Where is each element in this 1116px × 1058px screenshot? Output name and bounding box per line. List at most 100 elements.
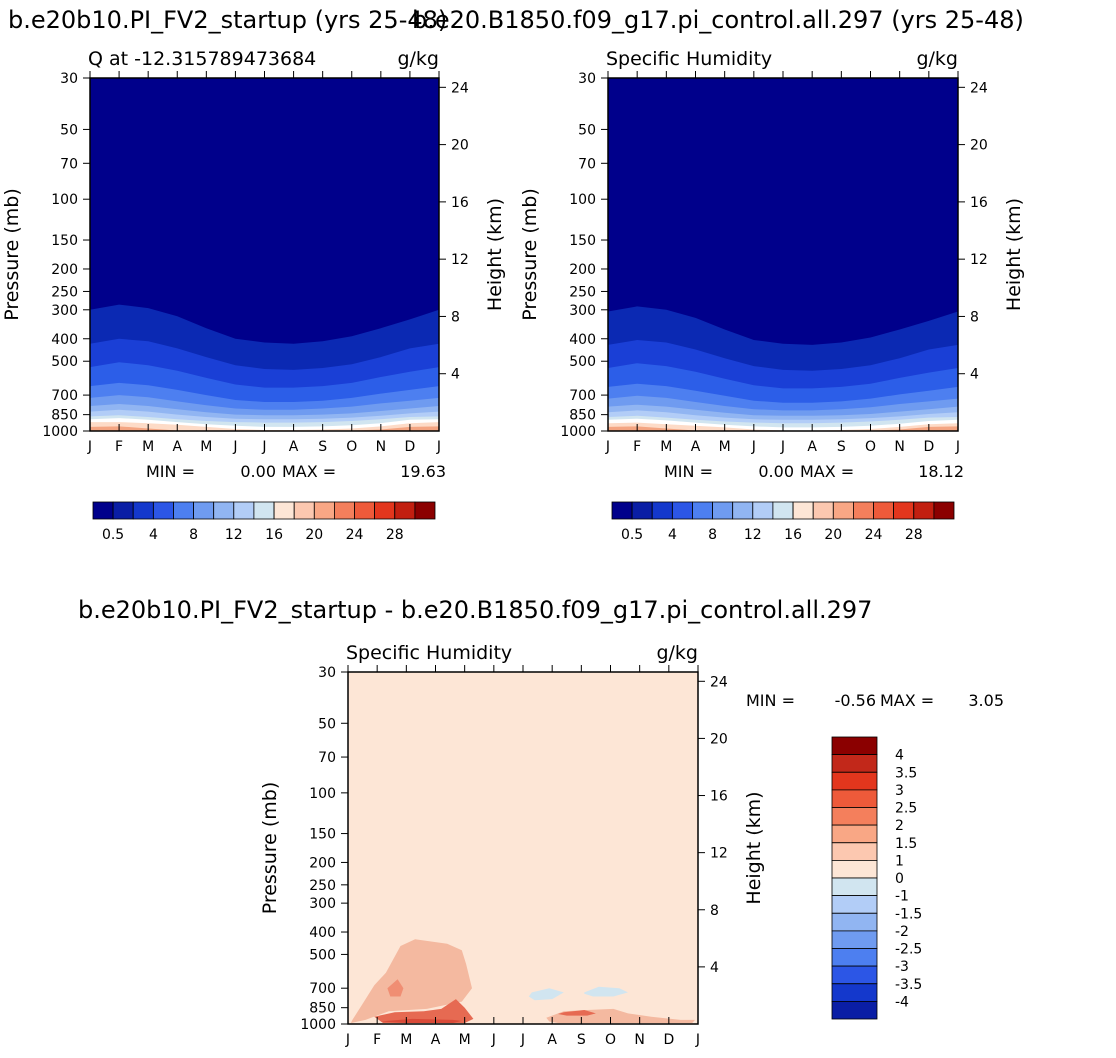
panel-difference-ticks: J F M A M J J A S O N D J 30 50 70 100 150 200 250 300 400 500…	[300, 665, 728, 1048]
colorbar-label: -1	[895, 889, 909, 905]
panel-difference-colorbar: 43.5 3 2.52 1.51 0 -1-1.5 -2 -2.5-3 -3.5-4	[831, 736, 922, 1020]
colorbar-swatch	[853, 501, 874, 520]
y-tick-label: 200	[309, 855, 336, 871]
x-tick-label: J	[436, 439, 441, 455]
colorbar-swatch	[831, 912, 878, 932]
x-tick-label: O	[865, 439, 876, 455]
y-tick-label: 200	[51, 262, 78, 278]
x-tick-label: J	[87, 439, 92, 455]
y-tick-label: 700	[51, 388, 78, 404]
panel-case-2-colorbar: 0.5 4 8 12 16 20 24 28	[611, 501, 955, 543]
colorbar-label: 20	[305, 527, 323, 543]
panel-difference-max-label: MAX =	[880, 691, 934, 710]
panel-difference-title: Specific Humidity	[346, 642, 512, 664]
y-tick-label: 700	[569, 388, 596, 404]
y-tick-label: 400	[569, 332, 596, 348]
colorbar-swatch	[132, 501, 154, 520]
x-tick-label: A	[807, 439, 817, 455]
colorbar-label: 0.5	[621, 527, 643, 543]
colorbar-swatch	[374, 501, 396, 520]
contour-region	[374, 999, 474, 1023]
colorbar-label: 4	[668, 527, 677, 543]
colorbar-label: -4	[895, 994, 909, 1010]
panel-case-2-max-value: 18.12	[918, 462, 964, 481]
colorbar-swatch	[873, 501, 895, 520]
colorbar-swatch	[611, 501, 633, 520]
panel-case-2: J F M A M J J A S O N D J 30 50 70 100 150 200 250 300 400 500…	[519, 48, 1025, 543]
colorbar-label: 16	[784, 527, 802, 543]
x-tick-label: D	[405, 439, 416, 455]
y-tick-label: 30	[318, 665, 336, 681]
colorbar-swatch	[253, 501, 275, 520]
colorbar-label: 1	[895, 853, 904, 869]
y-tick-label: 50	[60, 122, 78, 138]
y-tick-label: 50	[318, 716, 336, 732]
colorbar-swatch	[732, 501, 754, 520]
panel-difference-units: g/kg	[656, 642, 698, 664]
y-right-tick-label: 24	[970, 80, 988, 96]
colorbar-swatch	[752, 501, 774, 520]
x-tick-label: M	[142, 439, 154, 455]
contour-region	[584, 986, 628, 997]
x-tick-label: J	[955, 439, 960, 455]
y-tick-label: 150	[569, 233, 596, 249]
contour-region	[380, 1018, 462, 1023]
colorbar-swatch	[92, 501, 114, 520]
y-tick-label: 500	[309, 947, 336, 963]
y-right-tick-label: 24	[451, 80, 469, 96]
x-tick-label: F	[633, 439, 641, 455]
panel-case-2-contours	[608, 78, 958, 431]
panel-case-2-min-value: 0.00	[758, 462, 794, 481]
y-right-tick-label: 12	[451, 252, 469, 268]
y-tick-label: 850	[309, 1001, 336, 1017]
panel-case-1-title: Q at -12.315789473684	[88, 48, 316, 70]
x-tick-label: F	[373, 1032, 381, 1048]
colorbar-label: 2.5	[895, 801, 917, 817]
colorbar-label: 12	[225, 527, 243, 543]
colorbar-swatch	[354, 501, 376, 520]
colorbar-swatch	[831, 877, 878, 897]
y-right-tick-label: 8	[710, 903, 719, 919]
colorbar-label: -2	[895, 924, 909, 940]
y-tick-label: 150	[309, 827, 336, 843]
colorbar-label: 12	[744, 527, 762, 543]
x-tick-label: N	[894, 439, 904, 455]
panel-difference-ylabel-right: Height (km)	[743, 791, 765, 904]
colorbar-label: 4	[895, 748, 904, 764]
difference-figure-title: b.e20b10.PI_FV2_startup - b.e20.B1850.f0…	[78, 596, 872, 624]
y-tick-label: 300	[51, 303, 78, 319]
colorbar-swatch	[831, 895, 878, 914]
colorbar-swatch	[913, 501, 935, 520]
y-tick-label: 850	[51, 408, 78, 424]
y-tick-label: 400	[309, 925, 336, 941]
x-tick-label: A	[431, 1032, 441, 1048]
y-tick-label: 500	[569, 354, 596, 370]
colorbar-label: 0.5	[102, 527, 124, 543]
panel-case-1-min-value: 0.00	[240, 462, 276, 481]
x-tick-label: O	[346, 439, 357, 455]
contour-region	[558, 1010, 596, 1016]
colorbar-swatch	[812, 501, 834, 520]
x-tick-label: J	[491, 1032, 496, 1048]
panel-difference-ylabel: Pressure (mb)	[259, 782, 281, 915]
colorbar-label: 4	[149, 527, 158, 543]
x-tick-label: S	[577, 1032, 586, 1048]
y-right-tick-label: 20	[710, 731, 728, 747]
x-tick-label: A	[172, 439, 182, 455]
colorbar-swatch	[631, 501, 653, 520]
colorbar-label: 20	[824, 527, 842, 543]
colorbar-swatch	[173, 501, 195, 520]
y-tick-label: 150	[51, 233, 78, 249]
panel-case-2-title: Specific Humidity	[606, 48, 772, 70]
contour-region	[387, 979, 404, 997]
y-tick-label: 300	[569, 303, 596, 319]
panel-case-1-contours	[90, 78, 439, 431]
panel-case-2-max-label: MAX =	[800, 462, 854, 481]
y-right-tick-label: 12	[970, 252, 988, 268]
x-tick-label: J	[605, 439, 610, 455]
y-tick-label: 250	[569, 284, 596, 300]
x-tick-label: A	[289, 439, 299, 455]
colorbar-swatch	[333, 501, 355, 520]
colorbar-swatch	[831, 930, 878, 949]
